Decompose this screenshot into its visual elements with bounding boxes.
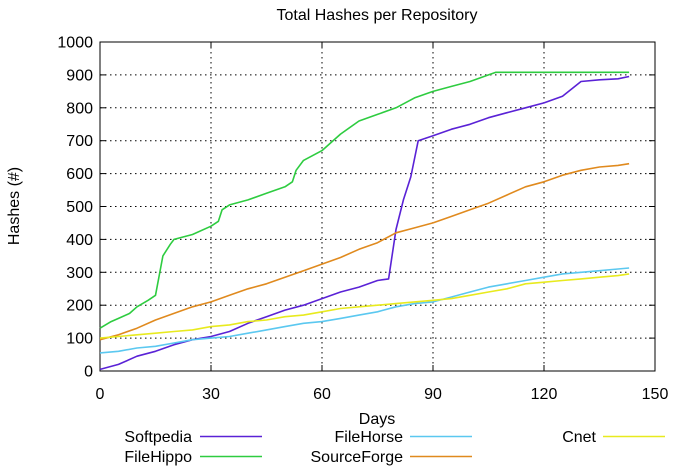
legend: Softpedia FileHippo FileHorse SourceForge Cn…: [124, 429, 665, 466]
y-tick-label: 700: [66, 133, 93, 150]
y-tick-label: 800: [66, 100, 93, 117]
y-tick-label: 600: [66, 166, 93, 183]
x-tick-label: 0: [96, 386, 105, 403]
y-tick-label: 0: [84, 364, 93, 381]
y-tick-label: 300: [66, 265, 93, 282]
x-tick-label: 60: [313, 386, 331, 403]
legend-label-softpedia: Softpedia: [124, 429, 192, 446]
legend-label-filehorse: FileHorse: [335, 429, 404, 446]
y-tick-label: 200: [66, 298, 93, 315]
series-line-filehippo: [99, 71, 630, 329]
y-tick-label: 100: [66, 331, 93, 348]
series-line-cnet: [99, 273, 630, 339]
legend-label-cnet: Cnet: [562, 429, 596, 446]
series-line-filehorse: [99, 267, 630, 354]
x-axis-label: Days: [359, 411, 395, 428]
x-tick-label: 120: [531, 386, 558, 403]
y-tick-label: 1000: [57, 35, 93, 52]
plot-frame: [99, 41, 656, 372]
axis-ticks: 0 100 200 300 400 500 600 700 800 900 1000 0 30 60 90 1…: [57, 35, 668, 404]
y-tick-label: 900: [66, 67, 93, 84]
series-layer: [99, 71, 630, 371]
legend-label-filehippo: FileHippo: [124, 449, 192, 466]
x-tick-label: 150: [642, 386, 669, 403]
series-line-sourceforge: [99, 162, 630, 341]
y-tick-label: 500: [66, 199, 93, 216]
y-tick-label: 400: [66, 232, 93, 249]
legend-label-sourceforge: SourceForge: [311, 449, 404, 466]
x-tick-label: 30: [202, 386, 220, 403]
chart-title: Total Hashes per Repository: [277, 7, 478, 24]
grid-lines: [100, 42, 655, 371]
x-tick-label: 90: [424, 386, 442, 403]
series-line-softpedia: [99, 75, 630, 371]
y-axis-label: Hashes (#): [6, 167, 23, 245]
